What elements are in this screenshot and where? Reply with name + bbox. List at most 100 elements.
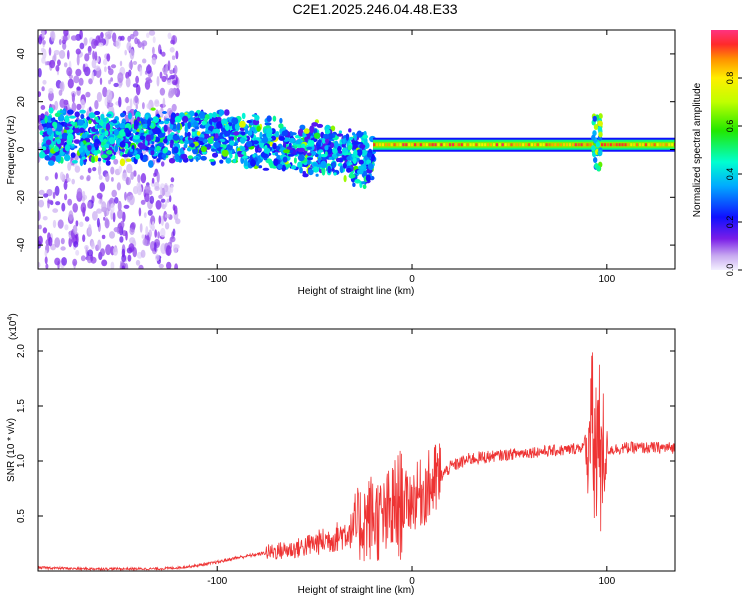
spectrogram-band-blob <box>221 149 229 157</box>
spectrogram-band-blob <box>113 129 119 136</box>
spectrogram-band-blob <box>82 122 88 129</box>
spectrogram-band-blob <box>274 131 279 138</box>
spectrogram-band-blob <box>163 147 168 154</box>
spectrogram-band-blob <box>174 115 182 123</box>
carrier-core-segment <box>527 143 531 147</box>
spectrogram-band-blob <box>313 132 321 139</box>
spectrogram-noise-blob <box>175 218 181 225</box>
spectrogram-band-blob <box>239 120 246 128</box>
spectrogram-noise-blob <box>171 103 177 112</box>
spectrogram-noise-blob <box>158 215 162 225</box>
spectrogram-band-blob <box>352 157 357 164</box>
carrier-core-segment <box>376 143 379 147</box>
spectrogram-noise-blob <box>108 199 113 204</box>
spectrogram-band-blob <box>81 132 87 139</box>
spectrogram-noise-blob <box>71 92 75 103</box>
spectrogram-band-blob <box>196 131 201 136</box>
spectrogram-noise-blob <box>80 255 86 262</box>
carrier-core-segment <box>536 143 539 147</box>
spectrogram-noise-blob <box>137 41 143 48</box>
spectrogram-noise-blob <box>71 102 77 113</box>
spectrogram-band-blob <box>224 109 230 116</box>
carrier-core-segment <box>641 143 645 147</box>
spectrogram-noise-blob <box>78 77 84 86</box>
spectrogram-band-blob <box>278 136 285 141</box>
carrier-core-segment <box>624 143 627 147</box>
spectrogram-noise-blob <box>158 194 163 199</box>
spectrogram-band-blob <box>129 148 134 152</box>
spectrogram-noise-blob <box>161 51 166 57</box>
carrier-core-segment <box>460 143 463 147</box>
spectrogram-noise-blob <box>50 30 56 42</box>
carrier-core-segment <box>668 143 671 147</box>
spectrogram-band-blob <box>40 113 45 120</box>
spectrogram-band-blob <box>103 138 107 143</box>
spectrogram-band-blob <box>350 171 354 179</box>
spectrogram-plot-area <box>38 30 675 269</box>
spectrogram-noise-blob <box>170 39 175 45</box>
spectrogram-band-blob <box>85 149 90 157</box>
spectrogram-band-blob <box>346 167 352 173</box>
spectrogram-noise-blob <box>119 236 124 243</box>
spectrogram-band-blob <box>364 155 368 161</box>
spectrogram-band-blob <box>353 133 357 141</box>
spectrogram-noise-blob <box>53 49 60 56</box>
spectrogram-noise-blob <box>76 187 83 199</box>
carrier-core-segment <box>525 143 528 147</box>
spectrogram-noise-blob <box>38 224 42 230</box>
spectrogram-band-blob <box>287 153 295 157</box>
snr-y-label: SNR (10 * v/v) <box>6 418 17 482</box>
spectrogram-noise-blob <box>117 72 124 83</box>
spectrogram-band-blob <box>119 158 126 167</box>
spectrogram-noise-blob <box>67 49 70 60</box>
spectrogram-band-blob <box>231 117 239 125</box>
spectrogram-noise-blob <box>164 222 170 230</box>
carrier-core-segment <box>399 143 402 147</box>
spectrogram-noise-blob <box>118 165 123 173</box>
spectrogram-burst-blob <box>598 113 603 120</box>
spectrogram-band-blob <box>356 169 364 175</box>
spectrogram-noise-blob <box>59 49 66 59</box>
carrier-core-segment <box>466 143 469 147</box>
spectrogram-noise-blob <box>94 65 101 71</box>
spectrogram-noise-blob <box>165 63 169 74</box>
spectrogram-band-blob <box>362 134 369 139</box>
spectrogram-noise-blob <box>38 199 45 208</box>
spectrogram-band-blob <box>316 123 324 128</box>
carrier-core-segment <box>428 143 431 147</box>
spectrogram-noise-blob <box>44 61 48 66</box>
carrier-core-segment <box>463 143 466 147</box>
spectrogram-band-blob <box>259 131 263 139</box>
spectrogram-noise-blob <box>67 78 74 89</box>
carrier-core-segment <box>443 143 446 147</box>
spectrogram-noise-blob <box>129 98 133 109</box>
spectrogram-band-blob <box>288 142 292 148</box>
spectrogram-band-blob <box>94 110 101 116</box>
spectrogram-band-blob <box>169 142 173 149</box>
spectrogram-noise-blob <box>47 199 53 204</box>
spectrogram-band-blob <box>150 107 156 111</box>
spectrogram-band-blob <box>121 154 129 158</box>
spectrogram-band-blob <box>347 145 352 151</box>
spectrogram-noise-blob <box>75 48 81 55</box>
spectrogram-band-blob <box>101 146 106 152</box>
spectrogram-noise-blob <box>60 246 66 251</box>
spectrogram-band-blob <box>332 154 338 159</box>
spectrogram-band-blob <box>79 109 86 114</box>
spectrogram-noise-blob <box>155 200 162 210</box>
colorbar-tick-label: 0.8 <box>725 72 735 85</box>
spectrogram-noise-blob <box>106 53 111 62</box>
carrier-core-segment <box>580 143 583 147</box>
spectrogram-burst-blob <box>591 134 596 141</box>
spectrogram-noise-blob <box>126 41 132 52</box>
spectrogram-noise-blob <box>110 77 113 82</box>
spectrogram-band-blob <box>330 125 336 132</box>
spectrogram-noise-blob <box>41 30 45 38</box>
spectrogram-noise-blob <box>170 177 175 183</box>
snr-frame <box>37 328 676 572</box>
spectrogram-noise-blob <box>79 175 84 180</box>
spectrogram-band-blob <box>219 109 225 116</box>
spectrogram-noise-blob <box>76 54 80 66</box>
carrier-core-segment <box>530 143 533 147</box>
x-tick-label: 100 <box>598 274 615 285</box>
